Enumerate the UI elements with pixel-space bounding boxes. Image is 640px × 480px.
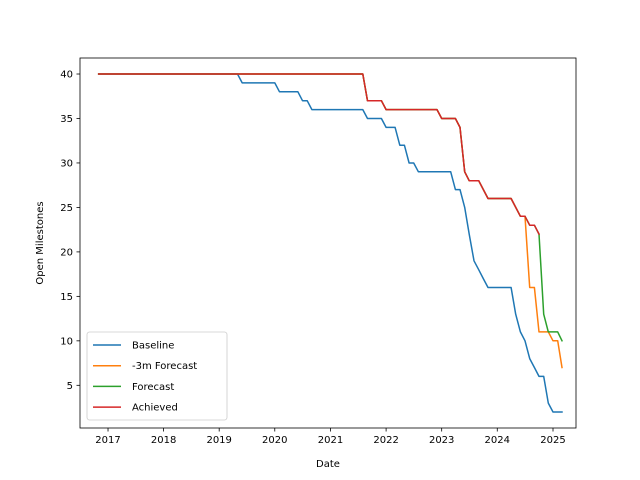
y-tick-label: 5 <box>67 381 73 392</box>
x-tick-label: 2018 <box>151 435 176 446</box>
y-tick-label: 35 <box>60 114 73 125</box>
series-line-0 <box>97 73 563 413</box>
legend: Baseline -3m Forecast Forecast Achieved <box>86 331 228 421</box>
x-tick-label: 2025 <box>540 435 565 446</box>
x-tick-label: 2017 <box>95 435 120 446</box>
legend-label-1: -3m Forecast <box>132 361 197 372</box>
y-tick-label: 10 <box>60 336 73 347</box>
y-tick-label: 40 <box>60 70 73 81</box>
y-axis-ticks: 5 10 15 20 25 30 35 40 <box>60 70 80 392</box>
legend-label-2: Forecast <box>132 382 174 393</box>
x-tick-label: 2020 <box>262 435 287 446</box>
x-tick-label: 2021 <box>318 435 343 446</box>
plot-frame <box>79 57 577 429</box>
x-axis-label: Date <box>316 459 340 470</box>
y-axis-label: Open Milestones <box>35 201 46 284</box>
x-axis-ticks: 2017 2018 2019 2020 2021 2022 2023 2024 2025 <box>95 428 566 446</box>
series-line-3 <box>97 73 541 236</box>
x-tick-label: 2024 <box>485 435 510 446</box>
x-tick-label: 2023 <box>429 435 454 446</box>
y-tick-label: 20 <box>60 247 73 258</box>
y-tick-label: 30 <box>60 158 73 169</box>
y-tick-label: 15 <box>60 292 73 303</box>
y-tick-label: 25 <box>60 203 73 214</box>
x-tick-label: 2022 <box>373 435 398 446</box>
legend-label-3: Achieved <box>132 403 178 414</box>
x-tick-label: 2019 <box>206 435 231 446</box>
legend-label-0: Baseline <box>132 341 174 352</box>
legend-box <box>86 331 228 421</box>
series-layer <box>97 73 564 413</box>
